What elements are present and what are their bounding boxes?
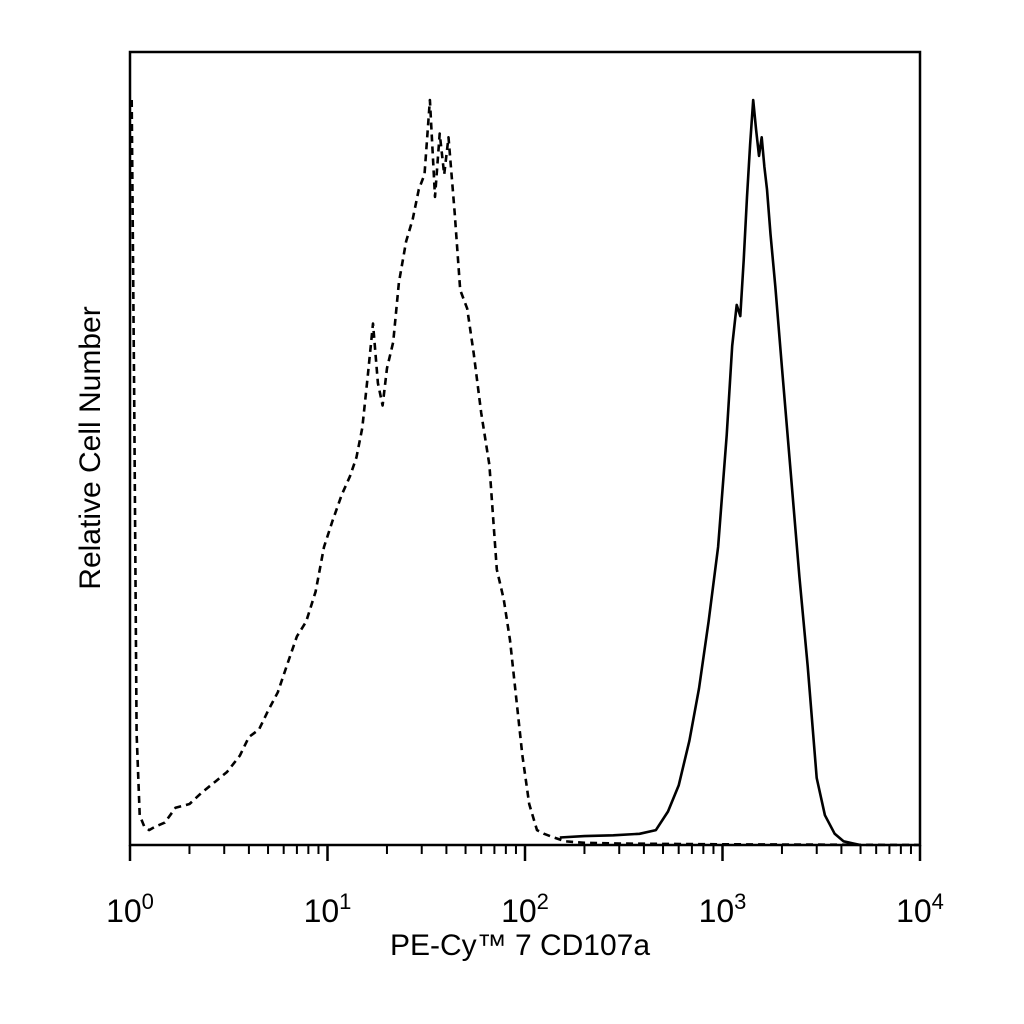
x-tick-label: 104	[896, 889, 944, 929]
x-tick-label: 101	[304, 889, 352, 929]
x-tick-label-base: 10	[106, 893, 142, 929]
histogram-solid-series	[559, 98, 861, 847]
x-tick-label-base: 10	[304, 893, 340, 929]
series-layer	[130, 98, 921, 847]
x-tick-label: 102	[501, 889, 549, 929]
x-tick-label-base: 10	[699, 893, 735, 929]
x-tick-label: 103	[699, 889, 747, 929]
x-tick-label-base: 10	[501, 893, 537, 929]
x-tick-label-exponent: 0	[142, 889, 154, 914]
x-tick-label-exponent: 4	[932, 889, 944, 914]
x-tick-label-exponent: 1	[339, 889, 351, 914]
plot-frame	[128, 50, 922, 847]
x-axis-tick-labels: 100 101 102 103 104	[106, 889, 944, 929]
x-tick-label-exponent: 2	[537, 889, 549, 914]
x-tick-label: 100	[106, 889, 154, 929]
x-tick-label-base: 10	[896, 893, 932, 929]
x-axis-ticks	[128, 845, 922, 861]
x-tick-label-exponent: 3	[734, 889, 746, 914]
y-axis-label: Relative Cell Number	[74, 306, 107, 589]
x-axis-label: PE-Cy™ 7 CD107a	[390, 929, 650, 962]
histogram-dashed-series	[130, 98, 921, 847]
